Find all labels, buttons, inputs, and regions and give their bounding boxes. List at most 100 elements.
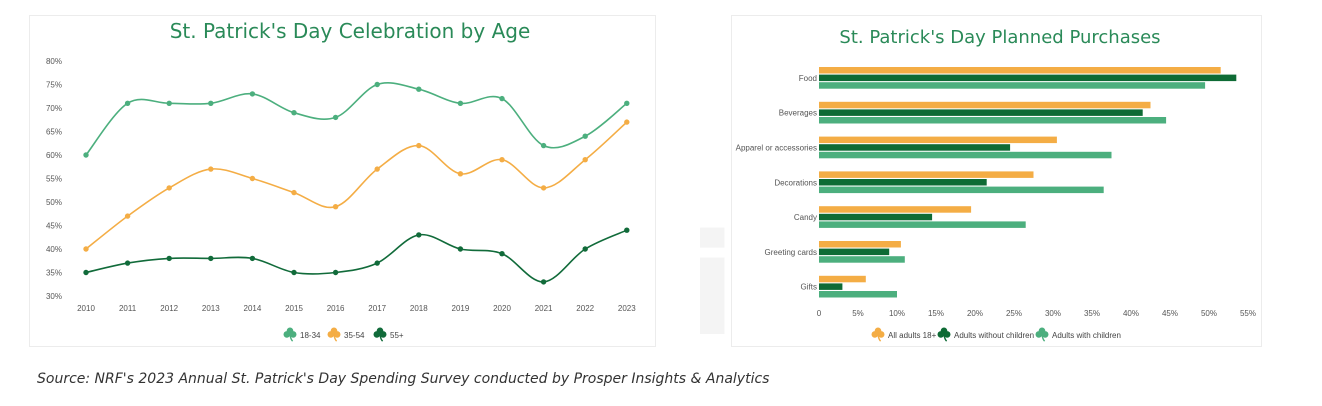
bar bbox=[819, 275, 866, 283]
data-point bbox=[499, 95, 505, 102]
data-point bbox=[374, 260, 380, 266]
data-point bbox=[624, 119, 630, 125]
data-point bbox=[416, 86, 422, 92]
y-tick-label: 30% bbox=[46, 292, 62, 301]
source-note: Source: NRF's 2023 Annual St. Patrick's … bbox=[37, 371, 770, 387]
data-point bbox=[83, 269, 89, 276]
legend-label: 55+ bbox=[390, 331, 404, 340]
data-point bbox=[332, 114, 339, 121]
data-point bbox=[582, 157, 588, 163]
x-tick-label: 15% bbox=[928, 309, 944, 318]
category-label: Candy bbox=[794, 213, 817, 222]
legend-shamrock-icon-leaf-left bbox=[327, 331, 335, 338]
y-tick-label: 75% bbox=[46, 81, 62, 90]
category-label: Gifts bbox=[801, 283, 817, 292]
legend-shamrock-icon-stem bbox=[1041, 334, 1046, 342]
legend-shamrock-icon-leaf-left bbox=[283, 331, 291, 338]
legend-shamrock-icon-stem bbox=[943, 334, 948, 342]
bar bbox=[819, 67, 1221, 74]
bar bbox=[819, 206, 972, 213]
bar bbox=[819, 221, 1026, 228]
bar bbox=[819, 291, 897, 298]
x-tick-label: 2014 bbox=[244, 304, 262, 313]
legend-label: Adults without children bbox=[954, 331, 1034, 340]
legend-shamrock-icon bbox=[937, 327, 951, 342]
bar bbox=[819, 241, 901, 248]
y-tick-label: 45% bbox=[46, 222, 62, 231]
y-tick-label: 55% bbox=[46, 175, 62, 184]
data-point bbox=[416, 142, 422, 149]
legend-shamrock-icon-leaf-left bbox=[871, 331, 879, 338]
bar bbox=[819, 136, 1057, 144]
bar bbox=[819, 171, 1034, 178]
category-label: Beverages bbox=[779, 109, 817, 118]
legend-shamrock-icon-stem bbox=[333, 334, 338, 342]
category-label: Apparel or accessories bbox=[736, 143, 817, 152]
data-point bbox=[208, 166, 214, 172]
x-tick-label: 2022 bbox=[576, 304, 594, 313]
y-tick-label: 80% bbox=[46, 57, 62, 66]
data-point bbox=[332, 204, 339, 210]
x-tick-label: 20% bbox=[967, 309, 983, 318]
bar bbox=[819, 109, 1143, 116]
data-point bbox=[540, 279, 547, 285]
data-point bbox=[166, 255, 172, 262]
legend-shamrock-icon bbox=[1035, 327, 1049, 342]
y-tick-label: 65% bbox=[46, 128, 62, 137]
x-tick-label: 2021 bbox=[535, 304, 553, 313]
line-chart-title: St. Patrick's Day Celebration by Age bbox=[170, 19, 531, 43]
bar bbox=[819, 283, 843, 290]
data-point bbox=[83, 246, 89, 252]
legend-shamrock-icon-leaf-left bbox=[1035, 331, 1043, 338]
series-line-55+ bbox=[85, 229, 628, 283]
legend-shamrock-icon-leaf-right bbox=[877, 331, 885, 338]
x-tick-label: 30% bbox=[1045, 309, 1061, 318]
x-tick-label: 2012 bbox=[160, 304, 178, 313]
series-line-35-54 bbox=[85, 121, 628, 250]
legend-shamrock-icon-leaf-right bbox=[379, 331, 387, 338]
x-tick-label: 2015 bbox=[285, 304, 303, 313]
x-tick-label: 2023 bbox=[618, 304, 636, 313]
planned-purchases-chart: St. Patrick's Day Planned Purchases Food… bbox=[731, 15, 1262, 347]
legend-shamrock-icon-stem bbox=[877, 334, 882, 342]
x-tick-label: 2018 bbox=[410, 304, 428, 313]
data-point bbox=[499, 157, 505, 163]
y-tick-label: 40% bbox=[46, 245, 62, 254]
legend-shamrock-icon-leaf-left bbox=[937, 331, 945, 338]
data-point bbox=[166, 100, 172, 107]
data-point bbox=[249, 91, 256, 97]
data-point bbox=[332, 269, 339, 276]
x-tick-label: 2019 bbox=[452, 304, 470, 313]
y-tick-label: 35% bbox=[46, 269, 62, 278]
x-tick-label: 0 bbox=[817, 309, 822, 318]
legend-shamrock-icon-leaf-right bbox=[1041, 331, 1049, 338]
x-tick-label: 2020 bbox=[493, 304, 511, 313]
line-chart-svg: St. Patrick's Day Celebration by Age 30%… bbox=[46, 19, 636, 342]
data-point bbox=[124, 100, 131, 107]
legend-label: Adults with children bbox=[1052, 331, 1121, 340]
bar bbox=[819, 117, 1167, 124]
x-tick-label: 50% bbox=[1201, 309, 1217, 318]
data-point bbox=[124, 213, 131, 219]
data-point bbox=[582, 133, 588, 139]
data-point bbox=[291, 110, 297, 116]
legend-shamrock-icon-leaf-right bbox=[333, 331, 341, 338]
legend-shamrock-icon-leaf-right bbox=[289, 331, 297, 338]
data-point bbox=[540, 142, 547, 149]
legend-shamrock-icon-leaf-left bbox=[373, 331, 381, 338]
category-label: Decorations bbox=[774, 178, 817, 187]
bar bbox=[819, 213, 933, 221]
celebration-by-age-chart: St. Patrick's Day Celebration by Age 30%… bbox=[29, 15, 656, 347]
category-label: Greeting cards bbox=[765, 248, 817, 257]
y-tick-label: 70% bbox=[46, 104, 62, 113]
x-tick-label: 10% bbox=[889, 309, 905, 318]
data-point bbox=[291, 189, 297, 196]
data-point bbox=[166, 185, 172, 191]
x-tick-label: 2011 bbox=[119, 304, 137, 313]
category-label: Food bbox=[799, 74, 817, 83]
bar bbox=[819, 256, 905, 263]
data-point bbox=[624, 100, 630, 107]
data-point bbox=[624, 227, 630, 233]
bar bbox=[819, 74, 1237, 82]
data-point bbox=[291, 269, 297, 276]
